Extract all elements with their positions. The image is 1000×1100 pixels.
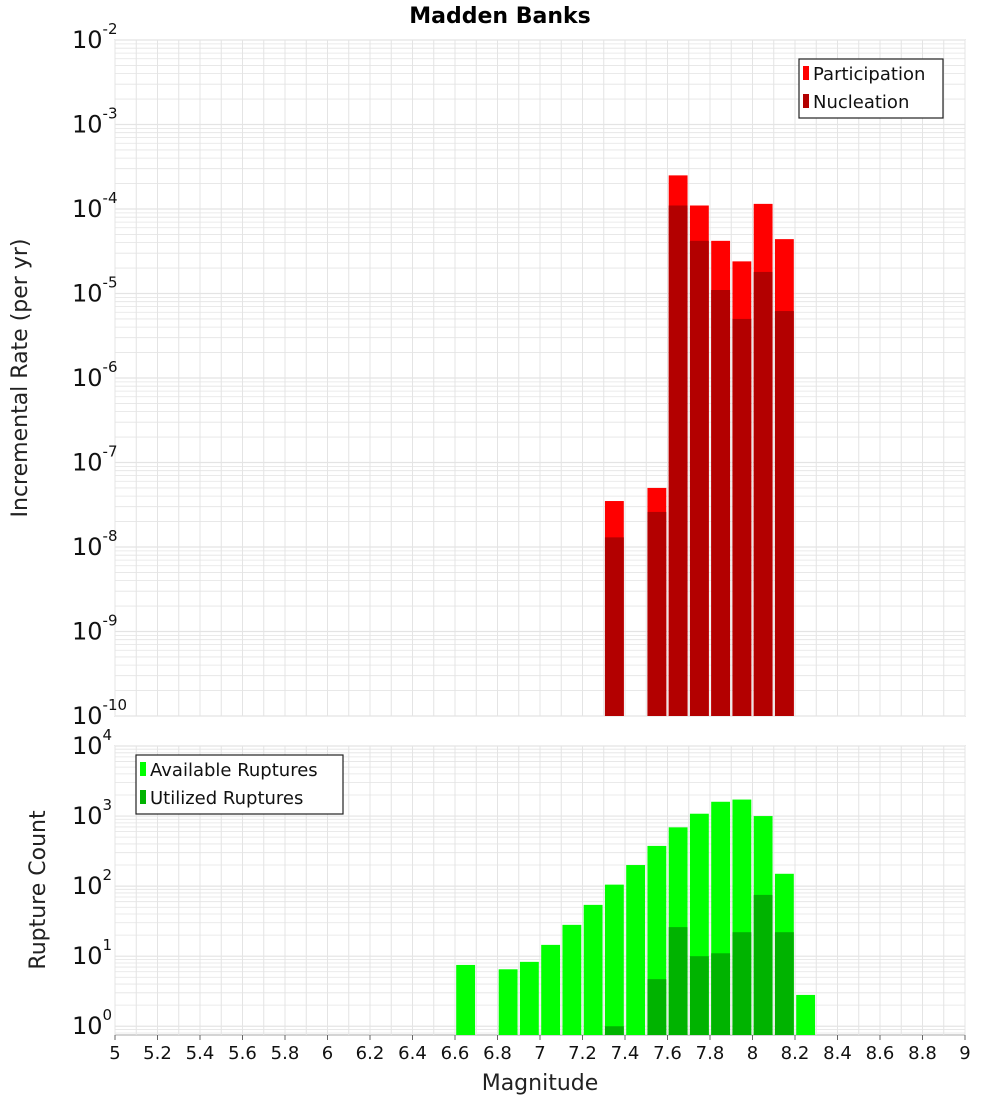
legend-label-available: Available Ruptures	[150, 760, 318, 781]
bar-nucleation	[753, 271, 773, 716]
x-tick-label: 6	[322, 1043, 333, 1064]
x-tick-label: 5	[109, 1043, 120, 1064]
y-tick-label: 10-8	[72, 527, 118, 561]
top-legend-box	[798, 58, 944, 119]
y-tick-label: 10-7	[72, 443, 118, 477]
bar-available-ruptures	[456, 964, 476, 1035]
bar-nucleation	[689, 240, 709, 716]
bar-nucleation	[647, 511, 667, 716]
bar-utilized-ruptures	[753, 894, 773, 1035]
x-tick-label: 8.8	[908, 1043, 937, 1064]
bottom-plot-grid	[114, 745, 966, 1035]
x-tick-label: 9	[959, 1043, 970, 1064]
x-axis-title: Magnitude	[482, 1071, 599, 1096]
y-tick-label: 10-6	[72, 358, 118, 392]
bottom-plot-bars	[456, 799, 816, 1035]
bottom-legend[interactable]: Available Ruptures Utilized Ruptures	[135, 754, 344, 815]
y-tick-label: 103	[72, 796, 112, 830]
bar-utilized-ruptures	[774, 932, 794, 1035]
bar-available-ruptures	[562, 924, 582, 1035]
bar-utilized-ruptures	[711, 953, 731, 1035]
bar-nucleation	[732, 318, 752, 716]
bar-nucleation	[604, 537, 624, 716]
x-tick-label: 6.8	[483, 1043, 512, 1064]
y-tick-label: 104	[72, 726, 112, 760]
bar-utilized-ruptures	[668, 927, 688, 1035]
legend-swatch-nucleation	[803, 94, 809, 108]
y-tick-label: 10-4	[72, 189, 118, 223]
x-tick-label: 5.8	[271, 1043, 300, 1064]
legend-label-participation: Participation	[813, 64, 925, 85]
bar-nucleation	[711, 290, 731, 716]
legend-label-nucleation: Nucleation	[813, 92, 909, 113]
x-tick-label: 8.6	[866, 1043, 895, 1064]
bottom-plot-y-axis-title: Rupture Count	[26, 810, 51, 970]
x-tick-label: 5.6	[228, 1043, 257, 1064]
bottom-legend-box	[135, 754, 344, 815]
y-tick-label: 10-9	[72, 612, 118, 646]
bar-available-ruptures	[519, 961, 539, 1035]
bar-available-ruptures	[626, 865, 646, 1035]
chart-title: Madden Banks	[409, 4, 590, 29]
bar-utilized-ruptures	[689, 956, 709, 1035]
x-tick-label: 6.4	[398, 1043, 427, 1064]
x-tick-label: 7.2	[568, 1043, 597, 1064]
x-tick-label: 5.4	[186, 1043, 215, 1064]
bar-utilized-ruptures	[732, 932, 752, 1035]
y-tick-label: 10-2	[72, 20, 118, 54]
x-tick-label: 5.2	[143, 1043, 172, 1064]
bottom-plot: 104 103 102 101 100 5 5.2 5.4 5.6 5.8 6 6.2 6.4 6.6 6…	[26, 726, 971, 1096]
legend-swatch-utilized	[140, 790, 146, 804]
x-tick-label: 6.6	[441, 1043, 470, 1064]
top-plot-bars	[604, 175, 794, 717]
top-plot-y-axis-title: Incremental Rate (per yr)	[8, 239, 33, 518]
bar-utilized-ruptures	[647, 979, 667, 1035]
bar-available-ruptures	[541, 944, 561, 1035]
bar-nucleation	[774, 311, 794, 716]
y-tick-label: 10-5	[72, 274, 118, 308]
x-tick-label: 6.2	[356, 1043, 385, 1064]
bar-available-ruptures	[583, 904, 603, 1035]
bar-available-ruptures	[498, 969, 518, 1035]
y-tick-label: 100	[72, 1006, 112, 1040]
legend-label-utilized: Utilized Ruptures	[150, 788, 303, 809]
y-tick-label: 102	[72, 866, 112, 900]
x-axis-ticks: 5 5.2 5.4 5.6 5.8 6 6.2 6.4 6.6 6.8 7 7.2 7.4 7.6 7.8 8…	[109, 1035, 971, 1064]
y-tick-label: 10-10	[72, 696, 127, 730]
bar-nucleation	[668, 205, 688, 716]
x-tick-label: 7.4	[611, 1043, 640, 1064]
y-tick-label: 10-3	[72, 105, 118, 139]
x-tick-label: 8.4	[823, 1043, 852, 1064]
x-tick-label: 7.6	[653, 1043, 682, 1064]
bar-utilized-ruptures	[604, 1026, 624, 1035]
y-tick-label: 101	[72, 936, 112, 970]
bar-available-ruptures	[796, 994, 816, 1035]
bottom-plot-y-ticks: 104 103 102 101 100	[72, 726, 112, 1040]
x-tick-label: 8	[747, 1043, 758, 1064]
legend-swatch-available	[140, 762, 146, 776]
x-tick-label: 7	[534, 1043, 545, 1064]
top-legend[interactable]: Participation Nucleation	[798, 58, 944, 119]
legend-swatch-participation	[803, 66, 809, 80]
top-plot: 10-2 10-3 10-4 10-5 10-6 10-7 10-8 10-9 10-10 In…	[8, 20, 966, 730]
top-plot-y-ticks: 10-2 10-3 10-4 10-5 10-6 10-7 10-8 10-9 10-10	[72, 20, 127, 730]
top-plot-grid	[114, 39, 966, 717]
x-tick-label: 8.2	[781, 1043, 810, 1064]
bar-available-ruptures	[604, 884, 624, 1035]
x-tick-label: 7.8	[696, 1043, 725, 1064]
